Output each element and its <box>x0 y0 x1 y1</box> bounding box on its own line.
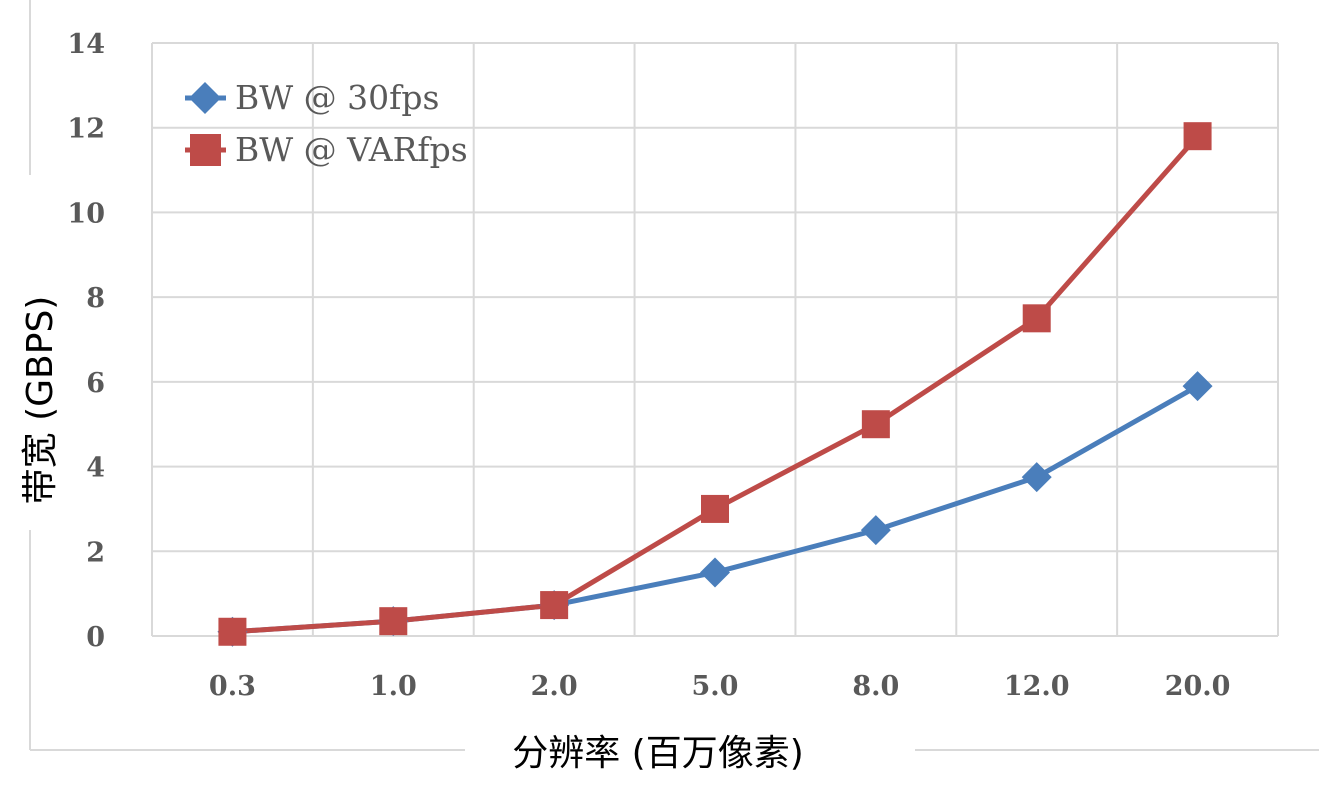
x-tick-label: 2.0 <box>531 671 578 702</box>
legend-square-icon <box>190 134 221 166</box>
y-tick-label: 8 <box>86 283 105 314</box>
y-tick-label: 12 <box>67 114 105 145</box>
data-point-diamond <box>860 515 891 546</box>
x-tick-label: 1.0 <box>370 671 417 702</box>
legend-diamond-icon <box>189 82 221 114</box>
data-point-square <box>379 607 408 636</box>
data-point-square <box>701 494 729 523</box>
y-tick-label: 4 <box>86 453 105 484</box>
data-point-diamond <box>1021 462 1052 493</box>
x-tick-label: 12.0 <box>1004 671 1070 702</box>
data-point-square <box>1022 304 1051 333</box>
y-axis-label: 带宽 (GBPS) <box>20 296 61 505</box>
x-tick-label: 5.0 <box>692 671 739 702</box>
legend-label: BW @ VARfps <box>235 130 468 169</box>
data-point-diamond <box>1182 371 1213 402</box>
series-line-2 <box>232 134 1200 635</box>
data-point-square <box>218 617 247 646</box>
y-tick-label: 10 <box>67 198 105 229</box>
data-point-square <box>540 591 569 620</box>
y-tick-label: 6 <box>86 368 105 399</box>
x-tick-label: 8.0 <box>852 671 899 702</box>
x-axis-label: 分辨率 (百万像素) <box>512 733 804 774</box>
data-point-diamond <box>700 557 730 588</box>
x-tick-label: 0.3 <box>209 671 256 702</box>
y-tick-label: 2 <box>86 537 105 568</box>
data-point-square <box>1183 122 1212 151</box>
x-tick-label: 20.0 <box>1165 671 1231 702</box>
data-point-square <box>861 410 890 439</box>
y-tick-label: 0 <box>86 622 105 653</box>
y-tick-label: 14 <box>67 29 105 60</box>
legend-label: BW @ 30fps <box>235 78 439 117</box>
